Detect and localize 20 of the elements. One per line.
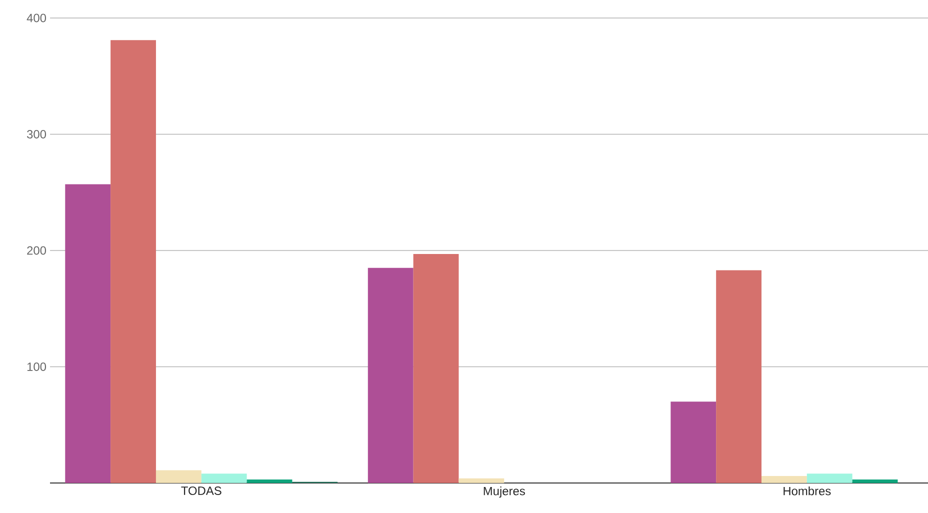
- bar: [806, 474, 852, 483]
- y-tick-label: 200: [27, 246, 46, 255]
- bar: [110, 40, 156, 483]
- bar: [156, 470, 202, 483]
- y-tick-label: 300: [26, 130, 46, 138]
- bar: [852, 480, 898, 483]
- bar: [716, 270, 762, 483]
- bar: [246, 480, 292, 483]
- y-tick-label: 400: [26, 14, 46, 22]
- y-tick-label: 100: [27, 362, 46, 371]
- bar: [670, 402, 716, 483]
- bar: [458, 478, 504, 483]
- bar: [201, 474, 247, 483]
- bar: [368, 268, 414, 483]
- bar: [65, 184, 111, 483]
- x-tick-label: Mujeres: [484, 486, 525, 498]
- x-tick-label: Hombres: [784, 486, 831, 496]
- bar: [413, 254, 459, 483]
- x-tick-label: TODAS: [181, 486, 222, 495]
- bar: [761, 476, 807, 483]
